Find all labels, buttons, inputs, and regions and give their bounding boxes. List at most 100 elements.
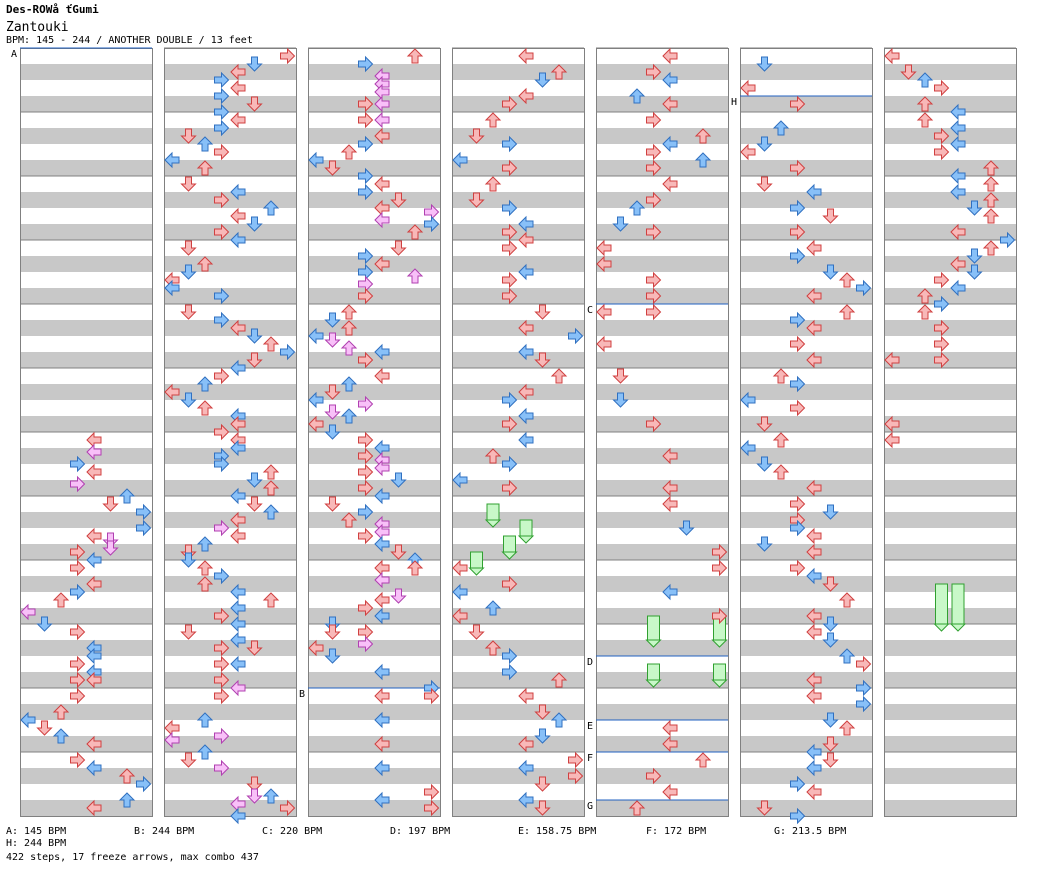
step-arrow-icon bbox=[406, 268, 424, 284]
stripe-band bbox=[884, 384, 1016, 400]
step-arrow-icon bbox=[806, 239, 822, 257]
step-arrow-icon bbox=[484, 176, 502, 192]
stripe-band bbox=[596, 160, 728, 176]
step-arrow-icon bbox=[756, 176, 773, 192]
step-arrow-icon bbox=[358, 431, 374, 449]
step-arrow-icon bbox=[230, 111, 246, 129]
step-arrow-icon bbox=[534, 352, 551, 368]
stripe-band bbox=[596, 288, 728, 304]
step-arrow-icon bbox=[374, 111, 390, 129]
step-arrow-icon bbox=[390, 240, 407, 256]
step-arrow-icon bbox=[484, 600, 502, 616]
stripe-band bbox=[452, 768, 584, 784]
step-arrow-icon bbox=[662, 735, 678, 753]
step-arrow-icon bbox=[280, 343, 296, 361]
step-arrow-icon bbox=[390, 472, 407, 488]
step-arrow-icon bbox=[358, 111, 374, 129]
step-arrow-icon bbox=[86, 575, 102, 593]
step-arrow-icon bbox=[424, 215, 440, 233]
step-arrow-icon bbox=[484, 112, 502, 128]
step-arrow-icon bbox=[916, 288, 934, 304]
step-arrow-icon bbox=[164, 279, 180, 297]
step-arrow-icon bbox=[262, 200, 280, 216]
step-arrow-icon bbox=[452, 151, 468, 169]
step-arrow-icon bbox=[180, 304, 197, 320]
step-arrow-icon bbox=[884, 431, 900, 449]
step-arrow-icon bbox=[214, 655, 230, 673]
stripe-band bbox=[164, 576, 296, 592]
step-arrow-icon bbox=[214, 287, 230, 305]
step-arrow-icon bbox=[950, 103, 966, 121]
stripe-band bbox=[884, 288, 1016, 304]
step-arrow-icon bbox=[534, 800, 551, 816]
step-arrow-icon bbox=[164, 383, 180, 401]
step-arrow-icon bbox=[772, 464, 790, 480]
step-stats: 422 steps, 17 freeze arrows, max combo 4… bbox=[6, 852, 259, 863]
step-arrow-icon bbox=[518, 231, 534, 249]
step-arrow-icon bbox=[70, 751, 86, 769]
stripe-band bbox=[740, 64, 872, 80]
bpm-legend-c: C: 220 BPM bbox=[262, 826, 323, 837]
step-arrow-icon bbox=[358, 395, 374, 413]
step-arrow-icon bbox=[838, 304, 856, 320]
stripe-band bbox=[740, 96, 872, 112]
stripe-band bbox=[884, 416, 1016, 432]
stripe-band bbox=[596, 544, 728, 560]
stripe-band bbox=[20, 704, 152, 720]
step-arrow-icon bbox=[374, 343, 390, 361]
column-border bbox=[740, 48, 873, 817]
step-arrow-icon bbox=[52, 704, 70, 720]
stripe-band bbox=[164, 352, 296, 368]
step-arrow-icon bbox=[612, 216, 629, 232]
step-arrow-icon bbox=[806, 287, 822, 305]
stripe-band bbox=[164, 416, 296, 432]
step-arrow-icon bbox=[52, 728, 70, 744]
stripe-band bbox=[452, 288, 584, 304]
step-arrow-icon bbox=[358, 599, 374, 617]
step-arrow-icon bbox=[452, 559, 468, 577]
step-arrow-icon bbox=[662, 479, 678, 497]
step-arrow-icon bbox=[790, 199, 806, 217]
step-arrow-icon bbox=[358, 351, 374, 369]
stripe-band bbox=[596, 64, 728, 80]
step-arrow-icon bbox=[246, 216, 263, 232]
stripe-band bbox=[164, 608, 296, 624]
step-arrow-icon bbox=[424, 783, 440, 801]
stripe-band bbox=[596, 768, 728, 784]
step-arrow-icon bbox=[790, 159, 806, 177]
step-arrow-icon bbox=[374, 127, 390, 145]
bpm-change-label: H bbox=[731, 97, 737, 108]
step-arrow-icon bbox=[374, 95, 390, 113]
step-arrow-icon bbox=[214, 671, 230, 689]
stripe-band bbox=[596, 416, 728, 432]
step-arrow-icon bbox=[246, 96, 263, 112]
stripe-band bbox=[452, 480, 584, 496]
step-arrow-icon bbox=[502, 415, 518, 433]
step-arrow-icon bbox=[196, 744, 214, 760]
step-arrow-icon bbox=[308, 151, 324, 169]
step-arrow-icon bbox=[214, 87, 230, 105]
step-arrow-icon bbox=[502, 135, 518, 153]
step-arrow-icon bbox=[180, 264, 197, 280]
stripe-band bbox=[884, 256, 1016, 272]
stripe-band bbox=[164, 736, 296, 752]
step-arrow-icon bbox=[518, 343, 534, 361]
step-arrow-icon bbox=[358, 135, 374, 153]
step-arrow-icon bbox=[424, 687, 440, 705]
step-arrow-icon bbox=[340, 512, 358, 528]
step-arrow-icon bbox=[806, 743, 822, 761]
step-arrow-icon bbox=[424, 799, 440, 817]
step-arrow-icon bbox=[502, 95, 518, 113]
step-arrow-icon bbox=[262, 336, 280, 352]
step-arrow-icon bbox=[214, 607, 230, 625]
step-arrow-icon bbox=[196, 712, 214, 728]
step-arrow-icon bbox=[246, 640, 263, 656]
step-arrow-icon bbox=[756, 136, 773, 152]
step-arrow-icon bbox=[934, 351, 950, 369]
step-arrow-icon bbox=[856, 679, 872, 697]
step-arrow-icon bbox=[502, 271, 518, 289]
step-arrow-icon bbox=[678, 520, 695, 536]
step-arrow-icon bbox=[502, 287, 518, 305]
step-arrow-icon bbox=[790, 519, 806, 537]
step-arrow-icon bbox=[856, 695, 872, 713]
